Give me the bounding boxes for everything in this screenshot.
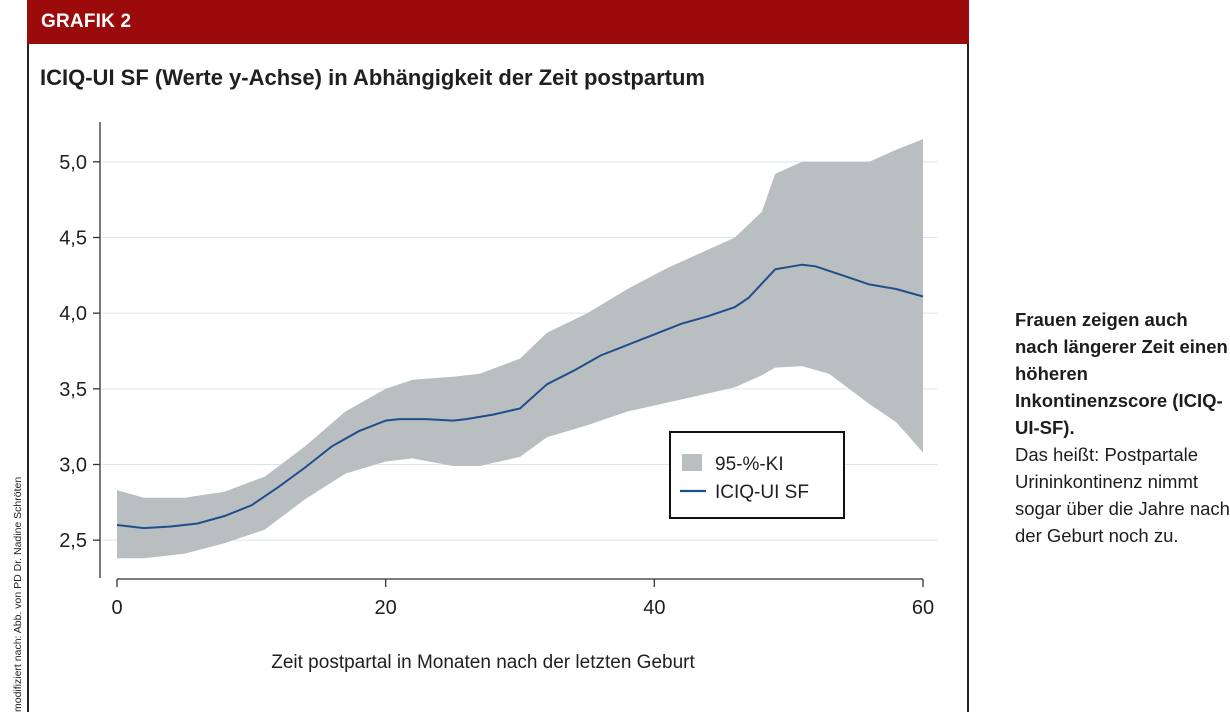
legend-line-label: ICIQ-UI SF xyxy=(715,482,809,503)
caption-text: Das heißt: Postpartale Urininkontinenz n… xyxy=(1015,444,1230,546)
legend-band-label: 95-%-KI xyxy=(715,454,784,475)
iciq-line xyxy=(116,263,924,530)
y-tick-label: 4,0 xyxy=(59,303,87,325)
x-axis-label: Zeit postpartal in Monaten nach der letz… xyxy=(271,652,695,673)
y-ticks: 2,5 3,0 3,5 4,0 4,5 5,0 xyxy=(59,152,100,552)
legend-band-swatch xyxy=(682,454,702,471)
y-tick-label: 3,5 xyxy=(59,379,87,401)
caption-bold: Frauen zeigen auch nach längerer Zeit ei… xyxy=(1015,309,1228,438)
x-tick-label: 60 xyxy=(912,597,934,619)
figure-header: GRAFIK 2 xyxy=(27,0,969,44)
y-tick-label: 3,0 xyxy=(59,455,87,477)
x-tick-label: 40 xyxy=(643,597,665,619)
header-label: GRAFIK 2 xyxy=(41,11,132,32)
image-credit: modifiziert nach: Abb. von PD Dr. Nadine… xyxy=(12,476,24,712)
y-tick-label: 2,5 xyxy=(59,530,87,552)
side-caption: Frauen zeigen auch nach längerer Zeit ei… xyxy=(1015,306,1230,549)
y-tick-label: 5,0 xyxy=(59,152,87,174)
x-ticks: 0 20 40 60 xyxy=(111,579,934,619)
confidence-band xyxy=(117,139,923,559)
y-tick-label: 4,5 xyxy=(59,228,87,250)
figure-frame xyxy=(27,0,969,712)
legend-box xyxy=(669,431,845,519)
chart-title: ICIQ-UI SF (Werte y-Achse) in Abhängigke… xyxy=(40,65,705,90)
legend: 95-%-KI ICIQ-UI SF xyxy=(669,431,845,519)
x-tick-label: 20 xyxy=(375,597,397,619)
x-tick-label: 0 xyxy=(111,597,122,619)
chart: 2,5 3,0 3,5 4,0 4,5 5,0 0 20 40 60 Zeit postpart… xyxy=(59,122,937,673)
